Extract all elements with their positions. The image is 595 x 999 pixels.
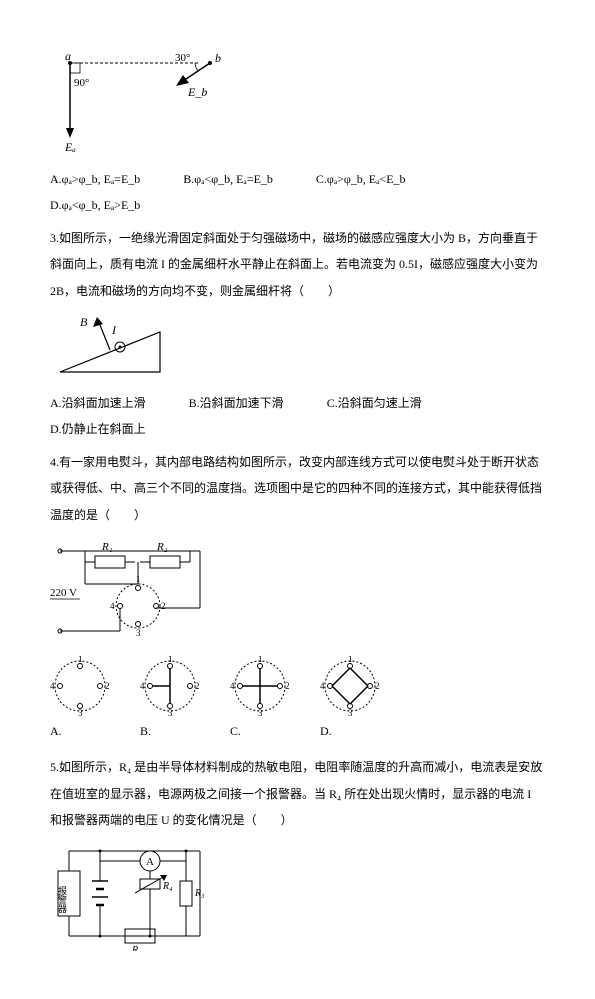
q4-r1-label: R₁ [101, 541, 113, 553]
q4-opt-b-label: B. [140, 718, 200, 744]
svg-text:2: 2 [375, 681, 380, 691]
svg-text:3: 3 [348, 708, 353, 716]
q2-opt-b: B.φₐ<φ_b, Eₐ=E_b [183, 166, 273, 192]
q2-opt-c: C.φₐ>φ_b, Eₐ<E_b [316, 166, 406, 192]
q3-opt-a: A.沿斜面加速上滑 [50, 390, 146, 416]
svg-text:2: 2 [105, 681, 110, 691]
q4-switch-c: 1 2 3 4 C. [230, 656, 290, 744]
svg-text:4: 4 [230, 681, 235, 691]
svg-text:1: 1 [348, 656, 353, 664]
q4-r2-label: R₂ [156, 541, 168, 553]
q4-opt-d-label: D. [320, 718, 380, 744]
q2-options: A.φₐ>φ_b, Eₐ=E_b B.φₐ<φ_b, Eₐ=E_b C.φₐ>φ… [50, 166, 545, 219]
q5-text: 5.如图所示，R₄ 是由半导体材料制成的热敏电阻，电阻率随温度的升高而减小，电流… [50, 754, 545, 833]
q3-b-label: B [80, 315, 88, 329]
q5-r1-label: R₁ [131, 945, 142, 951]
q5-circuit: 报警器 A R₄ R₃ R₁ [50, 841, 545, 951]
q4-switch-a: 1 2 3 4 A. [50, 656, 110, 744]
q4-options-row: 1 2 3 4 A. 1 2 3 4 B. 1 2 3 4 C. [50, 656, 545, 744]
q3-text: 3.如图所示，一绝缘光滑固定斜面处于匀强磁场中，磁场的磁感应强度大小为 B，方向… [50, 225, 545, 304]
q5-r3-label: R₃ [194, 888, 205, 899]
field-a-label: Eₐ [64, 140, 76, 154]
q5-alarm-label: 报警器 [57, 885, 67, 913]
q4-circuit: R₁ R₂ 1 2 3 4 220 V [50, 536, 545, 646]
q3-opt-b: B.沿斜面加速下滑 [189, 390, 284, 416]
q4-switch-d: 1 2 3 4 D. [320, 656, 380, 744]
q3-opt-d: D.仍静止在斜面上 [50, 416, 146, 442]
q3-options: A.沿斜面加速上滑 B.沿斜面加速下滑 C.沿斜面匀速上滑 D.仍静止在斜面上 [50, 390, 545, 443]
svg-text:2: 2 [195, 681, 200, 691]
angle-b-label: 30° [175, 52, 190, 64]
svg-text:1: 1 [168, 656, 173, 664]
q2-opt-d: D.φₐ<φ_b, Eₐ>E_b [50, 192, 140, 218]
q2-opt-a: A.φₐ>φ_b, Eₐ=E_b [50, 166, 140, 192]
q5-r4-label: R₄ [162, 881, 173, 892]
svg-text:4: 4 [50, 681, 55, 691]
point-a-label: a [65, 49, 71, 63]
point-b-label: b [215, 51, 221, 65]
q5-ammeter-label: A [146, 856, 154, 868]
q4-opt-a-label: A. [50, 718, 110, 744]
q3-opt-c: C.沿斜面匀速上滑 [327, 390, 422, 416]
svg-text:3: 3 [168, 708, 173, 716]
svg-text:3: 3 [78, 708, 83, 716]
svg-text:4: 4 [320, 681, 325, 691]
svg-text:4: 4 [140, 681, 145, 691]
q2-figure: a 90° Eₐ b 30° E_b [50, 48, 545, 158]
q3-figure: B I [50, 312, 545, 382]
q4-opt-c-label: C. [230, 718, 290, 744]
q4-switch-b: 1 2 3 4 B. [140, 656, 200, 744]
svg-text:2: 2 [285, 681, 290, 691]
svg-text:1: 1 [78, 656, 83, 664]
svg-text:1: 1 [258, 656, 263, 664]
q3-i-label: I [111, 323, 117, 337]
angle-a-label: 90° [74, 77, 89, 89]
svg-text:2: 2 [161, 601, 166, 611]
svg-text:3: 3 [258, 708, 263, 716]
svg-text:1: 1 [136, 574, 141, 584]
q4-voltage-label: 220 V [50, 587, 77, 599]
svg-text:4: 4 [110, 601, 115, 611]
q4-text: 4.有一家用电熨斗，其内部电路结构如图所示，改变内部连线方式可以使电熨斗处于断开… [50, 449, 545, 528]
field-b-label: E_b [187, 85, 207, 99]
svg-text:3: 3 [136, 628, 141, 638]
